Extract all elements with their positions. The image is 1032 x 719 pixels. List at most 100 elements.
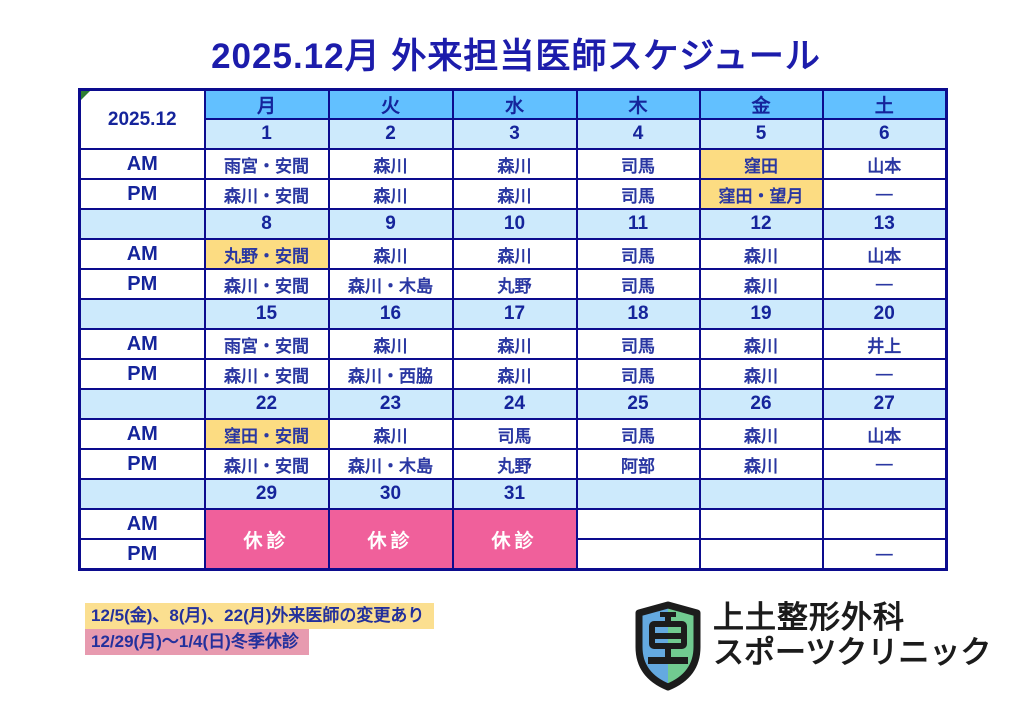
note-line-1: 12/5(金)、8(月)、22(月)外来医師の変更あり [85,603,435,629]
pm-doctor-w1-c0: 森川・安間 [203,268,330,300]
date-cell-w2-c0: 15 [203,298,330,330]
am-doctor-w1-c4: 森川 [698,238,824,270]
date-cell-w3-c4: 26 [698,388,824,420]
am-doctor-w2-c4: 森川 [698,328,824,360]
am-doctor-w0-c1: 森川 [327,148,454,180]
closed-cell-c1: 休診 [327,508,454,571]
date-cell-w3-c0: 22 [203,388,330,420]
am-doctor-w2-c5: 井上 [821,328,948,360]
pm-doctor-w0-c2: 森川 [451,178,578,210]
day-header-1: 火 [327,88,454,120]
date-cell-w2-c5: 20 [821,298,948,330]
pm-doctor-w4-c3 [575,538,701,571]
clinic-name: 上土整形外科 [713,600,905,635]
date-cell-w1-c5: 13 [821,208,948,240]
pm-label: PM [78,448,206,480]
am-doctor-w0-c3: 司馬 [575,148,701,180]
am-label: AM [78,148,206,180]
date-cell-w1-c1: 9 [327,208,454,240]
am-doctor-w1-c2: 森川 [451,238,578,270]
am-label: AM [78,418,206,450]
pm-doctor-w3-c2: 丸野 [451,448,578,480]
pm-doctor-w3-c4: 森川 [698,448,824,480]
am-doctor-w3-c0: 窪田・安間 [203,418,330,450]
pm-doctor-w3-c0: 森川・安間 [203,448,330,480]
date-cell-w3-c2: 24 [451,388,578,420]
am-doctor-w3-c4: 森川 [698,418,824,450]
date-cell-w1-c0: 8 [203,208,330,240]
day-header-3: 木 [575,88,701,120]
date-cell-w2-c3: 18 [575,298,701,330]
date-cell-w2-c4: 19 [698,298,824,330]
am-doctor-w0-c5: 山本 [821,148,948,180]
am-doctor-w3-c5: 山本 [821,418,948,450]
am-label: AM [78,508,206,540]
am-doctor-w0-c4: 窪田 [698,148,824,180]
page-title: 2025.12月 外来担当医師スケジュール [211,37,821,76]
date-cell-w0-c3: 4 [575,118,701,150]
pm-doctor-w3-c5: ― [821,448,948,480]
closed-cell-c2: 休診 [451,508,578,571]
am-doctor-w1-c3: 司馬 [575,238,701,270]
am-doctor-w1-c5: 山本 [821,238,948,270]
pm-doctor-w2-c0: 森川・安間 [203,358,330,390]
pm-doctor-w0-c5: ― [821,178,948,210]
date-cell-w1-c2: 10 [451,208,578,240]
am-label: AM [78,238,206,270]
date-cell-w0-c1: 2 [327,118,454,150]
pm-doctor-w1-c3: 司馬 [575,268,701,300]
pm-doctor-w2-c2: 森川 [451,358,578,390]
am-label: AM [78,328,206,360]
pm-doctor-w4-c4 [698,538,824,571]
pm-doctor-w3-c1: 森川・木島 [327,448,454,480]
am-doctor-w4-c5 [821,508,948,540]
am-doctor-w1-c0: 丸野・安間 [203,238,330,270]
am-doctor-w2-c3: 司馬 [575,328,701,360]
date-cell-w3-c5: 27 [821,388,948,420]
clinic-logo: 上土整形外科 スポーツクリニック [632,600,991,692]
am-doctor-w4-c3 [575,508,701,540]
date-cell-w4-c3 [575,478,701,510]
am-doctor-w3-c2: 司馬 [451,418,578,450]
schedule-table: 2025.12 月火水木金土 1 2 3 4 5 6 AM 雨宮・安間 森川 森川 司馬 窪田 山本 PM 森川… [78,88,948,571]
date-cell-w4-c0: 29 [203,478,330,510]
date-row-spacer [78,208,206,240]
am-doctor-w3-c1: 森川 [327,418,454,450]
date-cell-w0-c5: 6 [821,118,948,150]
date-row-spacer [78,478,206,510]
date-cell-w0-c0: 1 [203,118,330,150]
date-cell-w0-c2: 3 [451,118,578,150]
pm-label: PM [78,178,206,210]
corner-marker-icon [81,91,90,100]
date-cell-w4-c1: 30 [327,478,454,510]
pm-label: PM [78,538,206,571]
am-doctor-w1-c1: 森川 [327,238,454,270]
note-line-2: 12/29(月)～1/4(日)冬季休診 [85,629,309,655]
pm-doctor-w1-c1: 森川・木島 [327,268,454,300]
date-cell-w0-c4: 5 [698,118,824,150]
pm-label: PM [78,358,206,390]
shield-icon [635,601,701,691]
clinic-subtitle: スポーツクリニック [713,635,992,670]
pm-doctor-w4-c5: ― [821,538,948,571]
pm-doctor-w1-c5: ― [821,268,948,300]
notes: 12/5(金)、8(月)、22(月)外来医師の変更あり 12/29(月)～1/4(… [85,603,435,655]
closed-cell-c0: 休診 [203,508,330,571]
clinic-name-block: 上土整形外科 スポーツクリニック [713,600,991,670]
am-doctor-w2-c1: 森川 [327,328,454,360]
pm-doctor-w1-c4: 森川 [698,268,824,300]
pm-doctor-w2-c1: 森川・西脇 [327,358,454,390]
pm-label: PM [78,268,206,300]
am-doctor-w2-c0: 雨宮・安間 [203,328,330,360]
am-doctor-w0-c2: 森川 [451,148,578,180]
pm-doctor-w0-c0: 森川・安間 [203,178,330,210]
date-cell-w4-c5 [821,478,948,510]
day-header-4: 金 [698,88,824,120]
pm-doctor-w0-c1: 森川 [327,178,454,210]
am-doctor-w2-c2: 森川 [451,328,578,360]
date-cell-w1-c4: 12 [698,208,824,240]
pm-doctor-w2-c3: 司馬 [575,358,701,390]
day-header-0: 月 [203,88,330,120]
month-label: 2025.12 [78,88,206,150]
